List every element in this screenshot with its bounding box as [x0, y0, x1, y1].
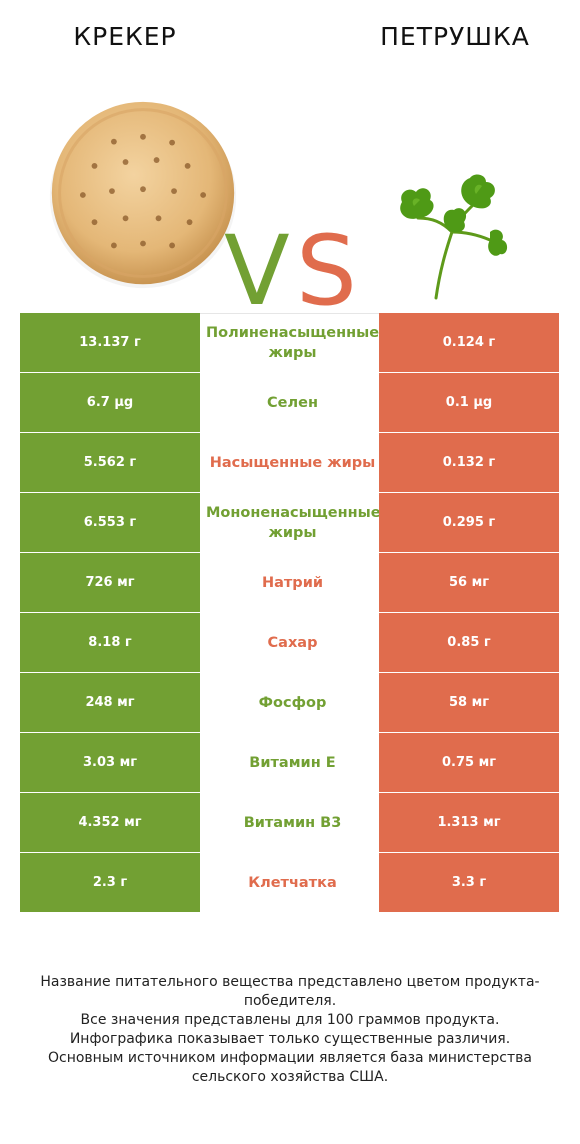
left-product-title: КРЕКЕР	[73, 22, 177, 51]
nutrient-name-text: Натрий	[261, 574, 324, 591]
footer-line-1: Название питательного вещества представл…	[40, 974, 540, 1009]
footer-notes: Название питательного вещества представл…	[20, 973, 560, 1087]
left-value: 8.18 г	[20, 613, 200, 672]
vs-label: V S	[224, 215, 357, 316]
right-value: 0.75 мг	[379, 733, 559, 792]
nutrient-name-text: Селен	[267, 394, 318, 411]
parsley-image	[400, 174, 508, 300]
nutrient-name-text: Насыщенные жиры	[209, 454, 376, 471]
right-value: 0.295 г	[379, 493, 559, 552]
left-value: 4.352 мг	[20, 793, 200, 852]
nutrient-name-text: Мононенасыщенные жиры	[206, 504, 379, 541]
left-value: 13.137 г	[20, 313, 200, 372]
right-value: 56 мг	[379, 553, 559, 612]
nutrient-name-text: Витамин E	[249, 754, 336, 771]
table-row: 2.3 г Клетчатка 3.3 г	[20, 853, 559, 913]
right-value: 3.3 г	[379, 853, 559, 912]
table-row: 3.03 мг Витамин E 0.75 мг	[20, 733, 559, 793]
left-value: 248 мг	[20, 673, 200, 732]
table-row: 726 мг Натрий 56 мг	[20, 553, 559, 613]
left-value: 5.562 г	[20, 433, 200, 492]
nutrient-name: Витамин E	[200, 733, 379, 792]
table-row: 6.7 µg Селен 0.1 µg	[20, 373, 559, 433]
right-value: 0.132 г	[379, 433, 559, 492]
nutrient-name-text: Витамин B3	[243, 814, 342, 831]
nutrient-name: Витамин B3	[200, 793, 379, 852]
nutrient-name-text: Полиненасыщенные жиры	[206, 325, 379, 361]
left-value: 726 мг	[20, 553, 200, 612]
comparison-table: 13.137 г Полиненасыщенные жиры 0.124 г 6.7 …	[20, 313, 559, 913]
table-row: 8.18 г Сахар 0.85 г	[20, 613, 559, 673]
nutrient-name: Насыщенные жиры	[200, 433, 379, 492]
nutrient-name: Полиненасыщенные жиры	[200, 313, 379, 372]
right-product-title: ПЕТРУШКА	[380, 22, 530, 51]
footer-line-3: Инфографика показывает только существенн…	[69, 1031, 511, 1047]
right-value: 58 мг	[379, 673, 559, 732]
nutrient-name: Мононенасыщенные жиры	[200, 493, 379, 552]
right-value: 0.85 г	[379, 613, 559, 672]
vs-v-letter: V	[224, 215, 290, 316]
table-row: 248 мг Фосфор 58 мг	[20, 673, 559, 733]
table-row: 13.137 г Полиненасыщенные жиры 0.124 г	[20, 313, 559, 373]
right-value: 0.124 г	[379, 313, 559, 372]
left-value: 2.3 г	[20, 853, 200, 912]
footer-line-4: Основным источником информации является …	[48, 1050, 532, 1085]
table-row: 4.352 мг Витамин B3 1.313 мг	[20, 793, 559, 853]
left-value: 3.03 мг	[20, 733, 200, 792]
nutrient-name: Клетчатка	[200, 853, 379, 912]
right-value: 1.313 мг	[379, 793, 559, 852]
nutrient-name: Селен	[200, 373, 379, 432]
table-row: 6.553 г Мононенасыщенные жиры 0.295 г	[20, 493, 559, 553]
cracker-image	[49, 101, 237, 289]
table-row: 5.562 г Насыщенные жиры 0.132 г	[20, 433, 559, 493]
vs-s-letter: S	[296, 215, 357, 316]
left-value: 6.553 г	[20, 493, 200, 552]
nutrient-name-text: Сахар	[267, 634, 318, 651]
right-value: 0.1 µg	[379, 373, 559, 432]
nutrient-name-text: Фосфор	[258, 694, 327, 711]
nutrient-name: Фосфор	[200, 673, 379, 732]
hero-images: V S	[0, 80, 580, 316]
left-value: 6.7 µg	[20, 373, 200, 432]
nutrient-name: Натрий	[200, 553, 379, 612]
nutrient-name-text: Клетчатка	[248, 874, 337, 891]
nutrient-name: Сахар	[200, 613, 379, 672]
footer-line-2: Все значения представлены для 100 граммо…	[80, 1012, 500, 1028]
